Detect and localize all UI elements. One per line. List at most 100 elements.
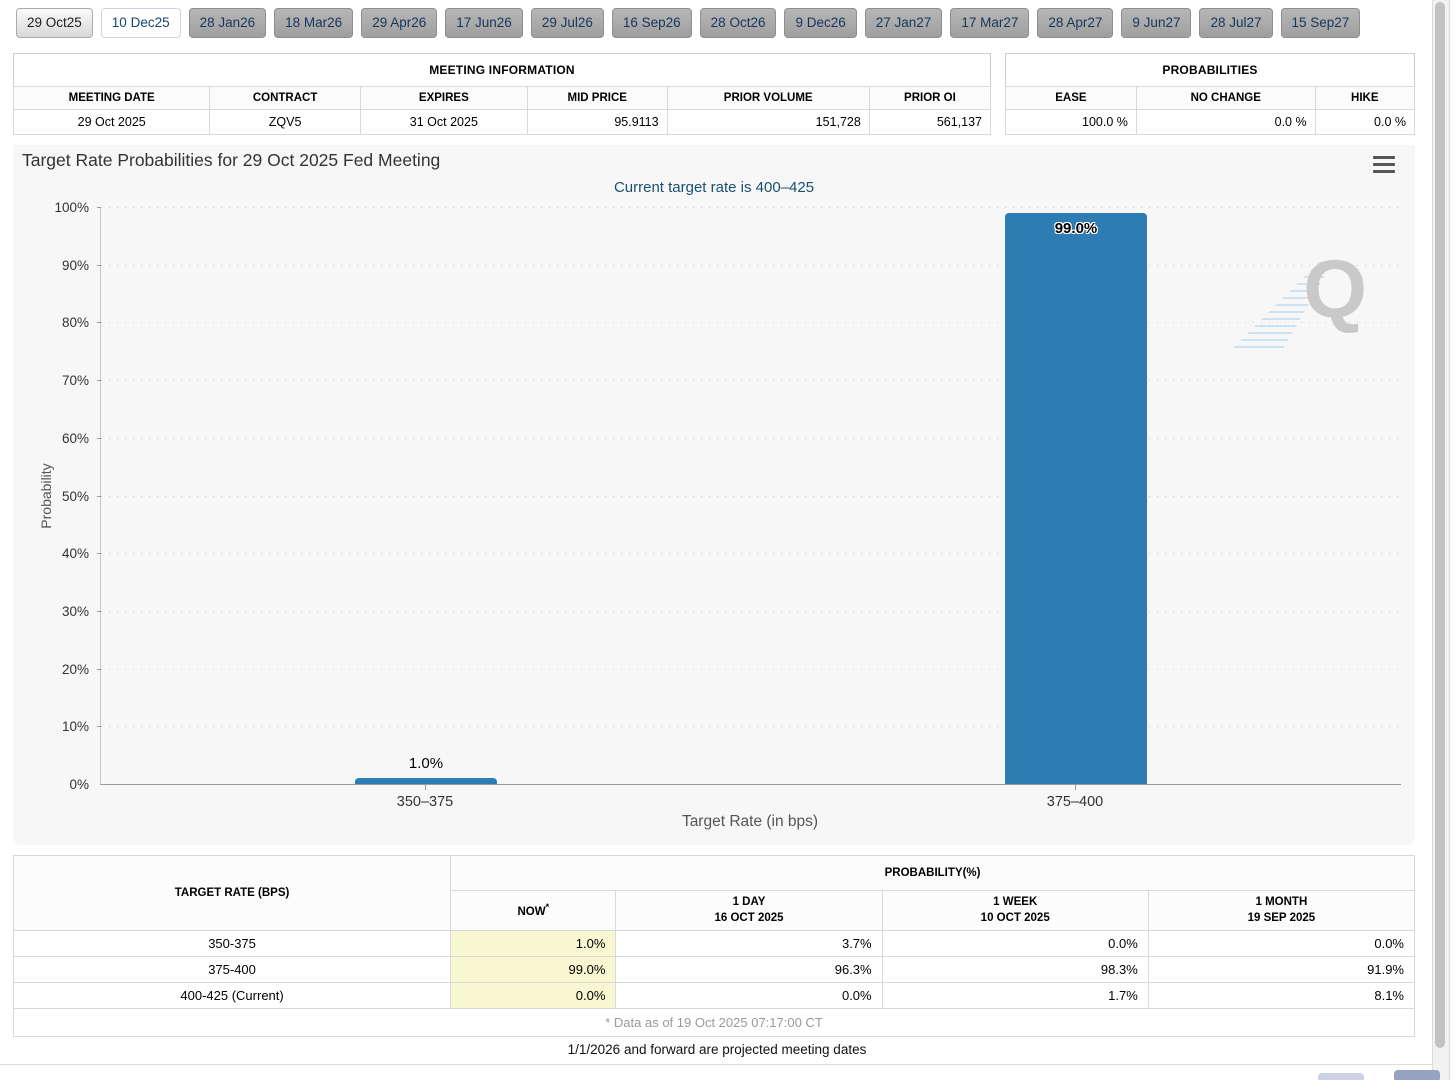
- one-month-cell: 0.0%: [1147, 930, 1416, 958]
- bar-375–400: [1005, 212, 1147, 784]
- grid-line: [101, 207, 1401, 208]
- cutoff-element: [1318, 1073, 1364, 1080]
- x-axis-labels: 350–375 375–400: [100, 785, 1400, 815]
- grid-line: [101, 437, 1401, 439]
- grid-line: [101, 322, 1401, 324]
- col-header-mid-price: MID PRICE: [526, 86, 668, 110]
- col-header-prior-volume: PRIOR VOLUME: [666, 86, 870, 110]
- meeting-information-table: MEETING INFORMATION MEETING DATE CONTRAC…: [12, 53, 992, 135]
- one-day-cell: 96.3%: [615, 956, 883, 984]
- probabilities-summary-table: PROBABILITIES EASE NO CHANGE HIKE 100.0 …: [1005, 53, 1416, 135]
- now-cell: 0.0%: [450, 982, 617, 1010]
- x-axis-title: Target Rate (in bps): [681, 813, 819, 830]
- one-week-cell: 98.3%: [881, 956, 1149, 984]
- meeting-date-value: 29 Oct 2025: [12, 109, 211, 135]
- meeting-tab-29-oct25[interactable]: 29 Oct25: [16, 8, 93, 38]
- table-row: 400-425 (Current) 0.0% 0.0% 1.7% 8.1%: [12, 982, 1416, 1010]
- meeting-info-row: 29 Oct 2025 ZQV5 31 Oct 2025 95.9113 151…: [12, 109, 992, 135]
- target-rate-cell: 400-425 (Current): [12, 982, 452, 1010]
- target-rate-cell: 375-400: [12, 956, 452, 984]
- col-header-no-change: NO CHANGE: [1135, 86, 1316, 110]
- meeting-tab-9-jun27[interactable]: 9 Jun27: [1121, 8, 1192, 38]
- projected-dates-note: 1/1/2026 and forward are projected meeti…: [567, 1042, 867, 1057]
- probability-chart: Target Rate Probabilities for 29 Oct 202…: [13, 145, 1415, 845]
- grid-line: [101, 553, 1401, 555]
- col-header-1-week: 1 WEEK 10 OCT 2025: [881, 889, 1149, 932]
- probability-detail-table: TARGET RATE (BPS) PROBABILITY(%) NOW* 1 …: [12, 854, 1416, 1038]
- grid-line: [101, 495, 1401, 497]
- y-tick-mark: [97, 264, 101, 266]
- vertical-scrollbar[interactable]: [1432, 0, 1450, 1080]
- x-tick-label: 375–400: [1046, 794, 1104, 810]
- col-header-1-month: 1 MONTH 19 SEP 2025: [1147, 889, 1416, 932]
- col-header-expires: EXPIRES: [359, 86, 528, 110]
- chart-title: Target Rate Probabilities for 29 Oct 202…: [22, 150, 441, 170]
- expires-value: 31 Oct 2025: [359, 109, 528, 135]
- col-header-target-rate: TARGET RATE (BPS): [12, 854, 452, 932]
- x-tick-mark: [1075, 785, 1076, 790]
- no-change-value: 0.0 %: [1135, 109, 1316, 135]
- y-tick-label: 50%: [61, 488, 89, 504]
- y-tick-mark: [97, 610, 101, 612]
- meeting-tab-28-jul27[interactable]: 28 Jul27: [1199, 8, 1273, 38]
- now-cell: 1.0%: [450, 930, 617, 958]
- meeting-tab-15-sep27[interactable]: 15 Sep27: [1280, 8, 1361, 38]
- col-header-prior-oi: PRIOR OI: [868, 86, 992, 110]
- plot-area: 1.0% 99.0%: [97, 207, 1401, 785]
- meeting-tab-16-sep26[interactable]: 16 Sep26: [611, 8, 692, 38]
- col-header-hike: HIKE: [1314, 86, 1416, 110]
- grid-line: [101, 610, 1401, 612]
- prior-volume-value: 151,728: [666, 109, 870, 135]
- meeting-tab-17-jun26[interactable]: 17 Jun26: [445, 8, 523, 38]
- one-day-cell: 3.7%: [615, 930, 883, 958]
- contract-value: ZQV5: [209, 109, 361, 135]
- chart-menu-icon[interactable]: [1373, 156, 1395, 173]
- now-cell: 99.0%: [450, 956, 617, 984]
- y-tick-mark: [97, 726, 101, 728]
- meeting-tab-27-jan27[interactable]: 27 Jan27: [864, 8, 943, 38]
- col-header-now: NOW*: [450, 889, 617, 932]
- meeting-tab-10-dec25[interactable]: 10 Dec25: [100, 8, 181, 38]
- grid-line: [101, 264, 1401, 266]
- meeting-information-title: MEETING INFORMATION: [13, 53, 991, 86]
- one-week-cell: 1.7%: [881, 982, 1149, 1010]
- one-month-cell: 8.1%: [1147, 982, 1416, 1010]
- x-tick-mark: [425, 785, 426, 790]
- y-tick-mark: [97, 553, 101, 555]
- meeting-tab-bar: 29 Oct25 10 Dec25 28 Jan26 18 Mar26 29 Apr26…: [16, 8, 1361, 38]
- y-tick-mark: [97, 380, 101, 382]
- target-rate-cell: 350-375: [12, 930, 452, 958]
- meeting-tab-28-oct26[interactable]: 28 Oct26: [699, 8, 777, 38]
- data-as-of-footnote: * Data as of 19 Oct 2025 07:17:00 CT: [13, 1008, 1415, 1038]
- bar-value-label: 99.0%: [1054, 219, 1098, 237]
- probabilities-row: 100.0 % 0.0 % 0.0 %: [1005, 109, 1416, 135]
- grid-line: [101, 668, 1401, 670]
- y-axis-labels: 0% 10% 20% 30% 40% 50% 60% 70% 80% 90% 100%: [13, 200, 93, 792]
- bar-value-label: 1.0%: [408, 755, 444, 773]
- meeting-tab-28-jan26[interactable]: 28 Jan26: [188, 8, 267, 38]
- scrollbar-thumb[interactable]: [1435, 2, 1445, 1048]
- meeting-tab-29-apr26[interactable]: 29 Apr26: [361, 8, 438, 38]
- col-header-meeting-date: MEETING DATE: [12, 86, 211, 110]
- meeting-tab-9-dec26[interactable]: 9 Dec26: [784, 8, 857, 38]
- y-tick-label: 80%: [61, 315, 89, 331]
- y-tick-label: 40%: [61, 546, 89, 562]
- y-tick-mark: [97, 668, 101, 670]
- one-day-cell: 0.0%: [615, 982, 883, 1010]
- y-tick-mark: [97, 207, 101, 208]
- meeting-tab-29-jul26[interactable]: 29 Jul26: [530, 8, 604, 38]
- chart-subtitle: Current target rate is 400–425: [613, 179, 815, 196]
- y-tick-mark: [97, 322, 101, 324]
- group-header-probability: PROBABILITY(%): [450, 855, 1415, 891]
- y-tick-label: 90%: [61, 257, 89, 273]
- cutoff-element: [1394, 1070, 1440, 1080]
- meeting-tab-28-apr27[interactable]: 28 Apr27: [1037, 8, 1114, 38]
- meeting-tab-18-mar26[interactable]: 18 Mar26: [274, 8, 354, 38]
- y-tick-mark: [97, 437, 101, 439]
- y-tick-label: 30%: [61, 603, 89, 619]
- y-tick-label: 70%: [61, 373, 89, 389]
- grid-line: [101, 380, 1401, 382]
- meeting-tab-17-mar27[interactable]: 17 Mar27: [950, 8, 1030, 38]
- one-week-cell: 0.0%: [881, 930, 1149, 958]
